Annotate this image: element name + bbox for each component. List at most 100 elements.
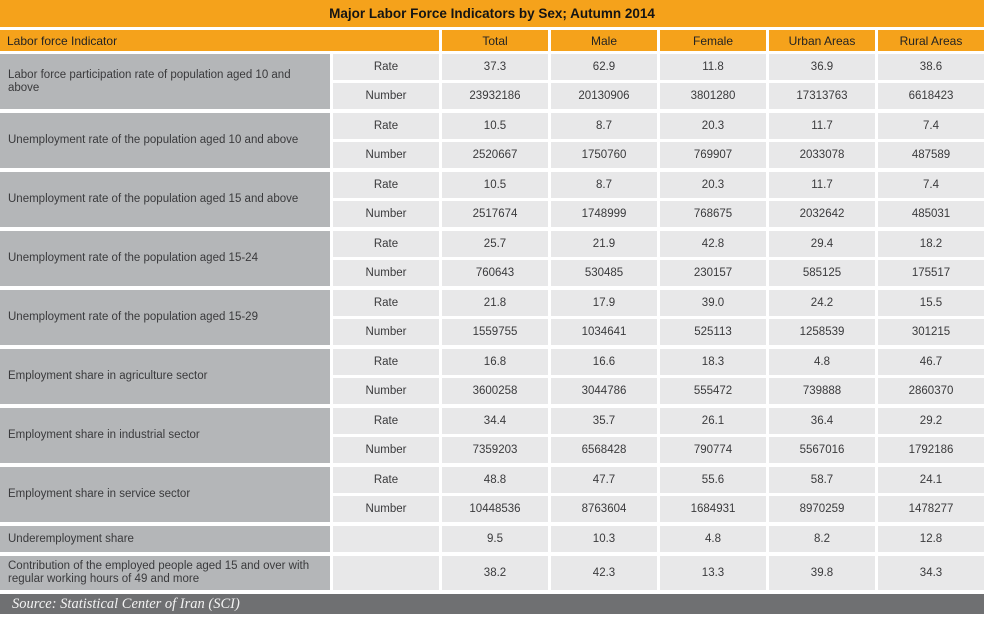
row-type-cell: Rate: [333, 54, 439, 80]
indicator-group: Underemployment share 9.5 10.3 4.8 8.2 12.8: [0, 526, 984, 552]
row-type-cell: Rate: [333, 467, 439, 493]
value-cell: 2033078: [769, 142, 875, 168]
value-cell: 42.3: [551, 556, 657, 590]
value-cell: 9.5: [442, 526, 548, 552]
value-cell: 29.4: [769, 231, 875, 257]
row-type-cell: Rate: [333, 349, 439, 375]
row-type-cell: Rate: [333, 290, 439, 316]
value-cell: 768675: [660, 201, 766, 227]
row-type-cell: Rate: [333, 231, 439, 257]
value-cell: 48.8: [442, 467, 548, 493]
source-text: Source: Statistical Center of Iran (SCI): [12, 595, 240, 612]
value-cell: 29.2: [878, 408, 984, 434]
value-cell: 34.4: [442, 408, 548, 434]
value-cell: 15.5: [878, 290, 984, 316]
value-cell: 11.7: [769, 113, 875, 139]
indicator-cell: Contribution of the employed people aged…: [0, 556, 330, 590]
page-title: Major Labor Force Indicators by Sex; Aut…: [0, 0, 984, 27]
row-type-cell: Number: [333, 142, 439, 168]
value-cell: 8.2: [769, 526, 875, 552]
value-cell: 13.3: [660, 556, 766, 590]
value-cell: 17313763: [769, 83, 875, 109]
value-cell: 46.7: [878, 349, 984, 375]
value-cell: 25.7: [442, 231, 548, 257]
value-cell: 530485: [551, 260, 657, 286]
table-body: Labor force participation rate of popula…: [0, 54, 984, 590]
value-cell: 301215: [878, 319, 984, 345]
value-cell: 760643: [442, 260, 548, 286]
indicator-cell: Labor force participation rate of popula…: [0, 54, 330, 109]
indicator-cell: Employment share in industrial sector: [0, 408, 330, 463]
value-cell: 55.6: [660, 467, 766, 493]
indicator-group: Unemployment rate of the population aged…: [0, 290, 984, 345]
value-cell: 23932186: [442, 83, 548, 109]
value-cell: 47.7: [551, 467, 657, 493]
row-type-cell: Number: [333, 496, 439, 522]
indicator-cell: Unemployment rate of the population aged…: [0, 231, 330, 286]
row-type-cell: [333, 526, 439, 552]
value-cell: 37.3: [442, 54, 548, 80]
page-title-text: Major Labor Force Indicators by Sex; Aut…: [329, 6, 655, 21]
table-header-row: Labor force Indicator Total Male Female …: [0, 30, 984, 51]
value-cell: 39.8: [769, 556, 875, 590]
indicator-group: Unemployment rate of the population aged…: [0, 113, 984, 168]
value-cell: 1258539: [769, 319, 875, 345]
value-cell: 790774: [660, 437, 766, 463]
column-header-male: Male: [551, 30, 657, 51]
value-cell: 6618423: [878, 83, 984, 109]
value-cell: 35.7: [551, 408, 657, 434]
indicator-cell: Unemployment rate of the population aged…: [0, 290, 330, 345]
indicator-group: Employment share in service sector Rate 48…: [0, 467, 984, 522]
value-cell: 7359203: [442, 437, 548, 463]
indicator-cell: Underemployment share: [0, 526, 330, 552]
value-cell: 5567016: [769, 437, 875, 463]
indicator-group: Employment share in agriculture sector Ra…: [0, 349, 984, 404]
value-cell: 21.9: [551, 231, 657, 257]
value-cell: 555472: [660, 378, 766, 404]
value-cell: 24.1: [878, 467, 984, 493]
column-header-indicator: Labor force Indicator: [0, 30, 439, 51]
value-cell: 2032642: [769, 201, 875, 227]
value-cell: 18.2: [878, 231, 984, 257]
column-header-female: Female: [660, 30, 766, 51]
value-cell: 1792186: [878, 437, 984, 463]
value-cell: 4.8: [769, 349, 875, 375]
value-cell: 26.1: [660, 408, 766, 434]
value-cell: 38.6: [878, 54, 984, 80]
value-cell: 3044786: [551, 378, 657, 404]
value-cell: 20.3: [660, 172, 766, 198]
value-cell: 42.8: [660, 231, 766, 257]
value-cell: 10.3: [551, 526, 657, 552]
value-cell: 18.3: [660, 349, 766, 375]
indicator-cell: Employment share in agriculture sector: [0, 349, 330, 404]
value-cell: 2860370: [878, 378, 984, 404]
row-type-cell: Rate: [333, 113, 439, 139]
value-cell: 6568428: [551, 437, 657, 463]
column-header-total: Total: [442, 30, 548, 51]
value-cell: 1684931: [660, 496, 766, 522]
value-cell: 175517: [878, 260, 984, 286]
value-cell: 1559755: [442, 319, 548, 345]
value-cell: 1750760: [551, 142, 657, 168]
value-cell: 230157: [660, 260, 766, 286]
value-cell: 1748999: [551, 201, 657, 227]
column-header-urban-areas: Urban Areas: [769, 30, 875, 51]
value-cell: 11.8: [660, 54, 766, 80]
value-cell: 10.5: [442, 113, 548, 139]
indicator-cell: Unemployment rate of the population aged…: [0, 113, 330, 168]
value-cell: 16.6: [551, 349, 657, 375]
row-type-cell: Number: [333, 83, 439, 109]
row-type-cell: Number: [333, 201, 439, 227]
value-cell: 7.4: [878, 172, 984, 198]
indicator-group: Labor force participation rate of popula…: [0, 54, 984, 109]
row-type-cell: [333, 556, 439, 590]
value-cell: 739888: [769, 378, 875, 404]
value-cell: 39.0: [660, 290, 766, 316]
value-cell: 58.7: [769, 467, 875, 493]
value-cell: 12.8: [878, 526, 984, 552]
row-type-cell: Rate: [333, 172, 439, 198]
value-cell: 485031: [878, 201, 984, 227]
value-cell: 8763604: [551, 496, 657, 522]
value-cell: 17.9: [551, 290, 657, 316]
value-cell: 10448536: [442, 496, 548, 522]
